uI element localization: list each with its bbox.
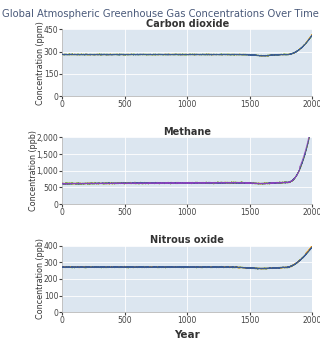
Title: Carbon dioxide: Carbon dioxide [146, 19, 229, 29]
Y-axis label: Concentration (ppm): Concentration (ppm) [36, 21, 45, 105]
Text: Global Atmospheric Greenhouse Gas Concentrations Over Time: Global Atmospheric Greenhouse Gas Concen… [2, 9, 318, 19]
Title: Nitrous oxide: Nitrous oxide [150, 235, 224, 245]
Y-axis label: Concentration (ppb): Concentration (ppb) [29, 130, 38, 211]
Title: Methane: Methane [163, 127, 211, 137]
Y-axis label: Concentration (ppb): Concentration (ppb) [36, 238, 45, 319]
X-axis label: Year: Year [174, 329, 200, 339]
